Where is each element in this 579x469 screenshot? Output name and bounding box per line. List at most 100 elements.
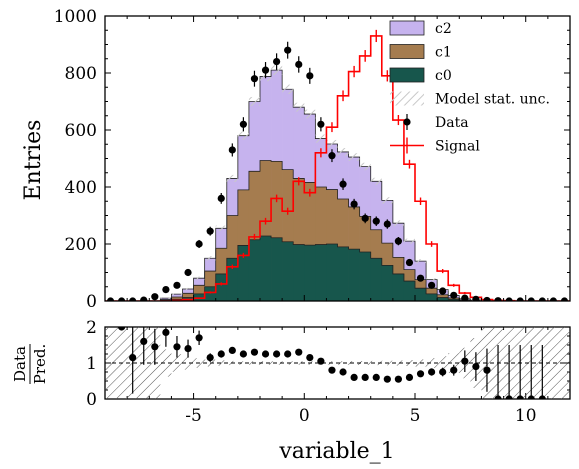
ratio-point [538, 395, 546, 399]
legend-item-c0: c0 [389, 67, 452, 84]
ratio-point [372, 373, 380, 381]
y-tick-label: 800 [65, 64, 97, 84]
ratio-point [461, 357, 469, 365]
unc-hatch [271, 65, 283, 76]
ratio-point [217, 350, 225, 358]
data-point [394, 237, 402, 245]
bar-c1 [260, 160, 272, 301]
bar-c0 [293, 244, 305, 301]
ratio-y-tick-label: 2 [86, 318, 97, 338]
ratio-point [228, 346, 236, 354]
unc-hatch [348, 153, 360, 161]
data-point [560, 297, 569, 301]
data-point [273, 58, 281, 66]
legend-label: Signal [435, 139, 480, 155]
bar-c0 [348, 249, 360, 301]
y-tick-label: 200 [65, 235, 97, 255]
ratio-point [151, 343, 159, 351]
bar-c0 [215, 273, 228, 301]
legend-swatch [389, 20, 425, 36]
ratio-point [439, 368, 447, 376]
bar-c0 [226, 258, 239, 301]
bar-c0 [392, 273, 405, 301]
data-point [361, 214, 369, 222]
unc-hatch [326, 139, 338, 148]
unc-hatch [370, 177, 382, 185]
ratio-point [516, 395, 524, 399]
unc-hatch [415, 259, 427, 264]
data-point [405, 258, 414, 267]
ratio-point [494, 395, 502, 399]
ratio-point [195, 334, 203, 342]
ratio-unc-hatch [105, 327, 117, 399]
x-axis-label: variable_1 [278, 439, 394, 464]
main-plot-area: 0 200 400 600 800 1000 [54, 7, 571, 312]
data-point [339, 180, 347, 188]
unc-hatch [392, 220, 404, 227]
bar-c1 [204, 271, 217, 301]
data-point [450, 291, 458, 299]
legend-swatch [389, 67, 425, 83]
unc-hatch [193, 276, 205, 280]
ratio-point [394, 375, 402, 383]
legend-item-data: Data [403, 114, 469, 131]
ratio-unc-hatch [370, 360, 382, 366]
x-tick-label: -5 [185, 406, 202, 426]
ratio-point [273, 350, 281, 358]
ratio-point [383, 375, 391, 383]
legend-swatch-hatch [390, 91, 424, 106]
bar-c0 [448, 299, 460, 301]
unc-hatch [282, 84, 294, 94]
data-point [527, 297, 535, 301]
ratio-unc-hatch [160, 349, 172, 377]
bar-c0 [381, 265, 394, 301]
ratio-point [250, 348, 259, 356]
data-point [228, 146, 236, 154]
y-tick-label: 1000 [54, 7, 97, 27]
legend-item-c2: c2 [389, 20, 452, 37]
data-point [206, 227, 214, 235]
ratio-point [284, 350, 292, 358]
ratio-point [140, 337, 148, 345]
data-point [516, 297, 524, 301]
bar-c0 [282, 241, 294, 301]
bar-c0 [248, 239, 261, 301]
bar-c0 [237, 245, 250, 301]
unc-hatch [248, 96, 260, 107]
data-point [317, 120, 325, 128]
data-point [383, 220, 391, 228]
ratio-unc-hatch [348, 361, 360, 365]
ratio-unc-hatch [448, 353, 460, 373]
unc-hatch [293, 102, 305, 112]
data-point [328, 152, 336, 160]
data-point [106, 297, 115, 301]
data-point [173, 281, 181, 289]
data-point [538, 297, 546, 301]
ratio-unc-hatch [293, 361, 305, 365]
bar-c1 [304, 182, 316, 301]
unc-hatch [160, 297, 172, 300]
bar-c1 [293, 178, 305, 301]
unc-hatch [304, 109, 316, 119]
data-point [151, 293, 159, 301]
ratio-point [129, 354, 137, 362]
ratio-point [350, 373, 358, 381]
legend-label: c2 [435, 21, 452, 37]
legend-marker [403, 118, 411, 126]
ratio-point [184, 345, 192, 353]
ratio-label-numerator: Data [11, 346, 29, 382]
ratio-plot-area: -5 0 5 10 0 1 2 [86, 318, 571, 426]
ratio-point [306, 354, 314, 362]
ratio-point [428, 368, 436, 376]
stack-fills [160, 70, 482, 301]
data-point [118, 297, 126, 301]
bar-c0 [426, 293, 438, 301]
ratio-point [472, 363, 480, 371]
unc-hatch [237, 131, 249, 140]
y-tick-label: 600 [65, 121, 97, 141]
data-point [295, 60, 303, 69]
y-tick-label: 400 [65, 178, 97, 198]
unc-hatch [337, 148, 349, 156]
ratio-unc-hatch [558, 327, 570, 399]
bar-c0 [359, 251, 372, 301]
